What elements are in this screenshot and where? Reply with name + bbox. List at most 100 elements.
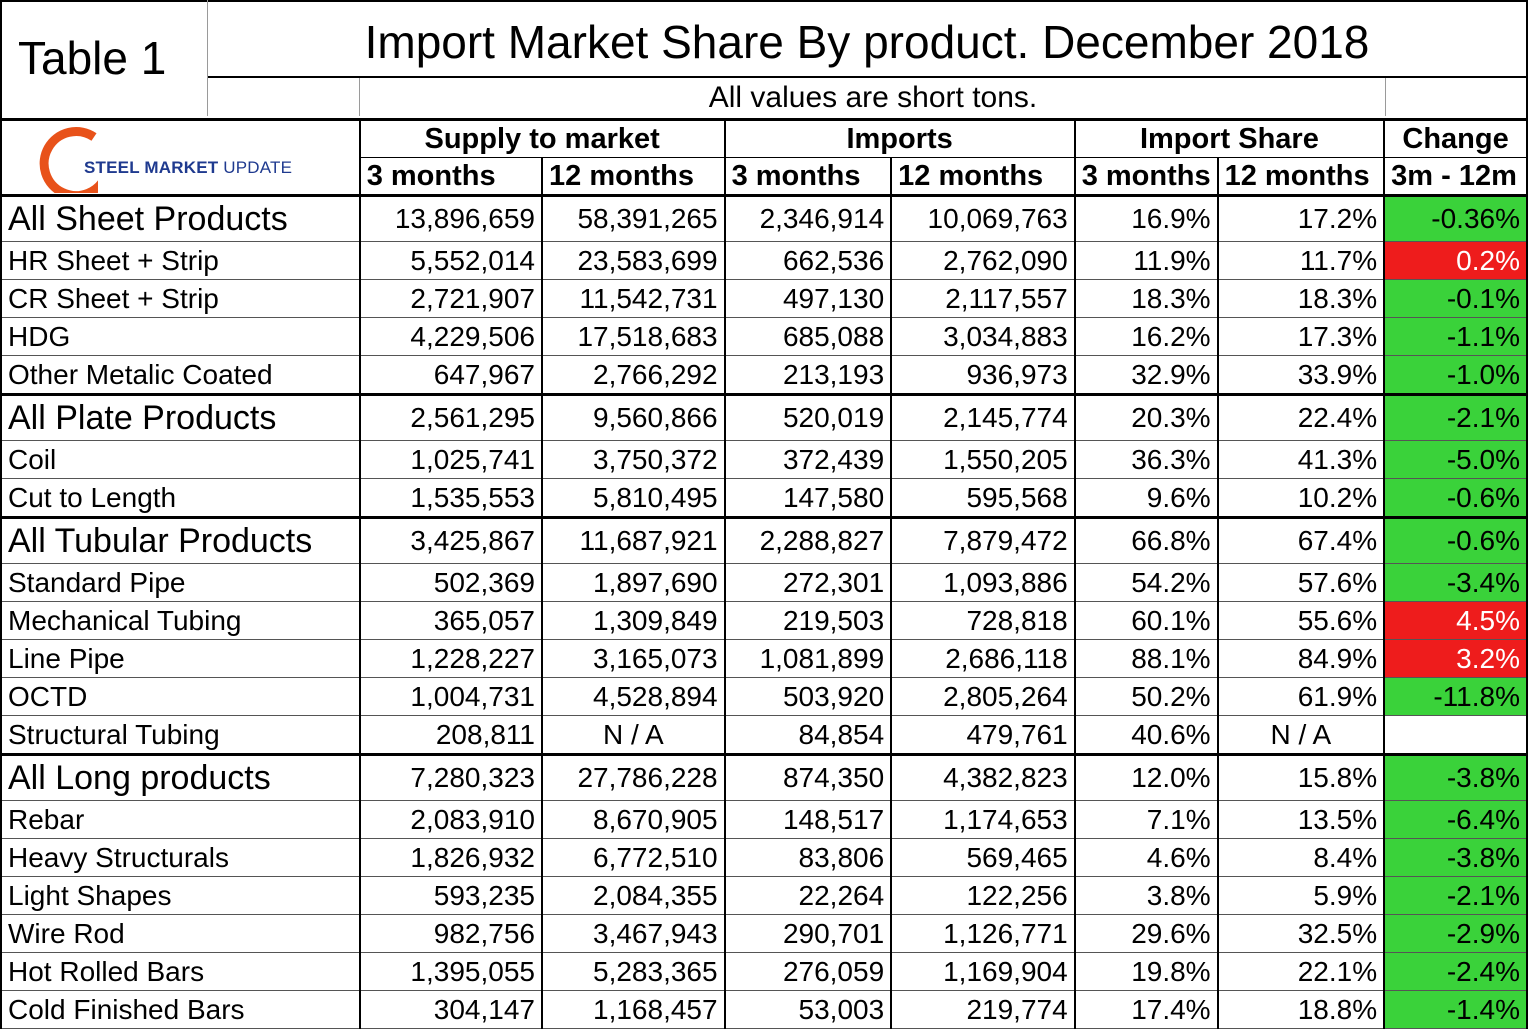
product-name-cell: Cold Finished Bars xyxy=(0,990,361,1029)
imports-3m-cell: 148,517 xyxy=(723,800,893,839)
group-header-row: STEEL MARKET UPDATE Supply to market Imp… xyxy=(0,118,1528,196)
category-row: All Sheet Products 13,896,659 58,391,265 2,… xyxy=(0,195,1528,242)
imports-3m-cell: 2,346,914 xyxy=(723,195,893,242)
imports-12m-cell: 1,093,886 xyxy=(890,563,1076,602)
table-body: All Sheet Products 13,896,659 58,391,265 2,… xyxy=(0,195,1528,1029)
share-3m-cell: 12.0% xyxy=(1073,753,1219,801)
supply-12m-cell: 11,687,921 xyxy=(541,516,726,564)
subheader-share-12m: 12 months xyxy=(1217,157,1386,197)
share-3m-cell: 17.4% xyxy=(1073,990,1219,1029)
product-name-cell: Rebar xyxy=(0,800,361,839)
imports-3m-cell: 219,503 xyxy=(723,601,893,640)
change-cell: 3.2% xyxy=(1383,639,1528,678)
product-name-cell: All Sheet Products xyxy=(0,195,361,242)
imports-3m-cell: 503,920 xyxy=(723,677,893,716)
imports-12m-cell: 2,145,774 xyxy=(890,393,1076,441)
supply-12m-cell: 3,467,943 xyxy=(541,914,726,953)
header-change: Change xyxy=(1383,118,1528,158)
share-12m-cell: 18.3% xyxy=(1217,279,1386,318)
product-name-cell: Cut to Length xyxy=(0,478,361,518)
table-label: Table 1 xyxy=(18,32,167,84)
table-row: Heavy Structurals 1,826,932 6,772,510 83,80… xyxy=(0,838,1528,877)
imports-12m-cell: 4,382,823 xyxy=(890,753,1076,801)
change-cell: -11.8% xyxy=(1383,677,1528,716)
change-cell: -2.1% xyxy=(1383,876,1528,915)
imports-12m-cell: 10,069,763 xyxy=(890,195,1076,242)
share-12m-cell: 10.2% xyxy=(1217,478,1386,518)
share-12m-cell: 57.6% xyxy=(1217,563,1386,602)
imports-3m-cell: 53,003 xyxy=(723,990,893,1029)
product-name-cell: HR Sheet + Strip xyxy=(0,241,361,280)
imports-12m-cell: 728,818 xyxy=(890,601,1076,640)
frame-left xyxy=(0,0,2,118)
title-divider xyxy=(207,0,208,116)
change-cell: -2.1% xyxy=(1383,393,1528,441)
product-name-cell: All Long products xyxy=(0,753,361,801)
change-cell: -0.6% xyxy=(1383,516,1528,564)
supply-3m-cell: 593,235 xyxy=(358,876,544,915)
supply-12m-cell: 3,750,372 xyxy=(541,440,726,479)
imports-3m-cell: 213,193 xyxy=(723,355,893,395)
imports-3m-cell: 84,854 xyxy=(723,715,893,755)
imports-12m-cell: 1,550,205 xyxy=(890,440,1076,479)
imports-3m-cell: 147,580 xyxy=(723,478,893,518)
imports-12m-cell: 122,256 xyxy=(890,876,1076,915)
share-12m-cell: 5.9% xyxy=(1217,876,1386,915)
imports-12m-cell: 219,774 xyxy=(890,990,1076,1029)
share-12m-cell: 22.1% xyxy=(1217,952,1386,991)
change-cell: -3.4% xyxy=(1383,563,1528,602)
share-12m-cell: 84.9% xyxy=(1217,639,1386,678)
frame-top xyxy=(0,0,1528,2)
supply-3m-cell: 2,721,907 xyxy=(358,279,544,318)
table-row: Rebar 2,083,910 8,670,905 148,517 1,174,653 7… xyxy=(0,800,1528,839)
table-row: Standard Pipe 502,369 1,897,690 272,301 1,09… xyxy=(0,563,1528,602)
product-name-cell: Standard Pipe xyxy=(0,563,361,602)
table-row: Line Pipe 1,228,227 3,165,073 1,081,899 2,68… xyxy=(0,639,1528,678)
change-cell: -1.0% xyxy=(1383,355,1528,395)
share-12m-cell: 17.3% xyxy=(1217,317,1386,356)
share-3m-cell: 19.8% xyxy=(1073,952,1219,991)
subheader-change: 3m - 12m xyxy=(1383,157,1528,197)
change-cell: -5.0% xyxy=(1383,440,1528,479)
share-3m-cell: 16.2% xyxy=(1073,317,1219,356)
share-12m-cell: 18.8% xyxy=(1217,990,1386,1029)
supply-3m-cell: 1,004,731 xyxy=(358,677,544,716)
supply-12m-cell: 17,518,683 xyxy=(541,317,726,356)
supply-3m-cell: 7,280,323 xyxy=(358,753,544,801)
supply-12m-cell: 1,168,457 xyxy=(541,990,726,1029)
share-12m-cell: 67.4% xyxy=(1217,516,1386,564)
share-12m-cell: 13.5% xyxy=(1217,800,1386,839)
share-12m-cell: 33.9% xyxy=(1217,355,1386,395)
supply-3m-cell: 1,025,741 xyxy=(358,440,544,479)
share-12m-cell: 61.9% xyxy=(1217,677,1386,716)
imports-12m-cell: 595,568 xyxy=(890,478,1076,518)
header-import-share: Import Share xyxy=(1073,118,1386,158)
share-12m-cell: 17.2% xyxy=(1217,195,1386,242)
change-cell: -1.4% xyxy=(1383,990,1528,1029)
share-3m-cell: 54.2% xyxy=(1073,563,1219,602)
product-name-cell: All Tubular Products xyxy=(0,516,361,564)
imports-12m-cell: 7,879,472 xyxy=(890,516,1076,564)
product-name-cell: Line Pipe xyxy=(0,639,361,678)
supply-12m-cell: 1,897,690 xyxy=(541,563,726,602)
imports-3m-cell: 497,130 xyxy=(723,279,893,318)
imports-3m-cell: 290,701 xyxy=(723,914,893,953)
subheader-imports-12m: 12 months xyxy=(890,157,1076,197)
change-cell: -3.8% xyxy=(1383,838,1528,877)
share-3m-cell: 88.1% xyxy=(1073,639,1219,678)
supply-3m-cell: 4,229,506 xyxy=(358,317,544,356)
product-name-cell: CR Sheet + Strip xyxy=(0,279,361,318)
table-row: Structural Tubing 208,811 N / A 84,854 479,7… xyxy=(0,715,1528,755)
share-12m-cell: 8.4% xyxy=(1217,838,1386,877)
share-3m-cell: 4.6% xyxy=(1073,838,1219,877)
subheader-supply-3m: 3 months xyxy=(358,157,544,197)
supply-12m-cell: 4,528,894 xyxy=(541,677,726,716)
imports-12m-cell: 2,117,557 xyxy=(890,279,1076,318)
logo-cell: STEEL MARKET UPDATE xyxy=(0,118,361,196)
market-share-table: STEEL MARKET UPDATE Supply to market Imp… xyxy=(0,118,1528,1029)
subheader-share-3m: 3 months xyxy=(1073,157,1219,197)
share-3m-cell: 18.3% xyxy=(1073,279,1219,318)
table-row: CR Sheet + Strip 2,721,907 11,542,731 497,1… xyxy=(0,279,1528,318)
note-divider-left xyxy=(359,78,360,116)
